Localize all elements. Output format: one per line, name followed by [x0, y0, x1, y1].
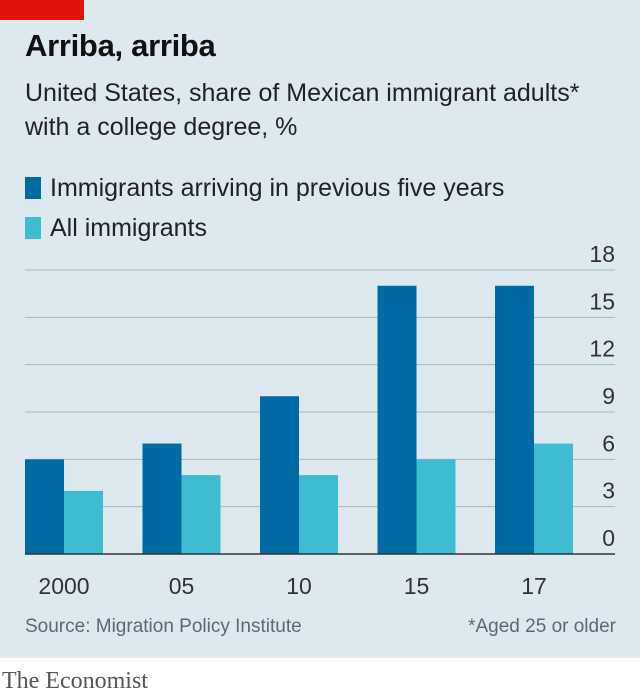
- bar-all-immigrants: [181, 475, 221, 554]
- x-tick-label: 17: [521, 573, 547, 599]
- bar-recent-arrivals: [142, 443, 182, 554]
- chart-subtitle: United States, share of Mexican immigran…: [25, 79, 580, 141]
- y-tick-label: 3: [602, 478, 615, 504]
- y-tick-label: 12: [589, 336, 615, 362]
- y-tick-label: 15: [589, 288, 615, 314]
- chart-title: Arriba, arriba: [25, 28, 216, 63]
- y-tick-label: 18: [589, 241, 615, 267]
- bar-recent-arrivals: [377, 285, 417, 554]
- legend-item-recent-arrivals: Immigrants arriving in previous five yea…: [25, 168, 504, 208]
- bar-all-immigrants: [299, 475, 338, 554]
- legend-label-all-immigrants: All immigrants: [50, 213, 207, 242]
- y-tick-label: 0: [602, 525, 615, 551]
- chart-panel: Arriba, arriba United States, share of M…: [0, 0, 640, 658]
- bar-all-immigrants: [64, 490, 103, 554]
- legend-label-recent-arrivals: Immigrants arriving in previous five yea…: [50, 173, 505, 202]
- chart-legend: Immigrants arriving in previous five yea…: [25, 168, 504, 248]
- brand-red-tag: [0, 0, 84, 20]
- bar-all-immigrants: [534, 443, 573, 554]
- bar-recent-arrivals: [25, 459, 64, 554]
- y-tick-label: 6: [602, 430, 615, 456]
- bar-recent-arrivals: [495, 285, 534, 554]
- footnote: *Aged 25 or older: [468, 616, 616, 637]
- bar-chart: 0 3 6 9 12 15 18 2000 05 10 15 17: [25, 241, 615, 599]
- x-tick-label: 05: [169, 573, 195, 599]
- x-tick-label: 2000: [38, 573, 89, 599]
- y-tick-label: 9: [602, 383, 615, 409]
- legend-swatch-all-immigrants: [25, 217, 41, 239]
- bar-recent-arrivals: [260, 396, 299, 554]
- x-tick-label: 15: [404, 573, 430, 599]
- source-note: Source: Migration Policy Institute: [25, 616, 302, 637]
- x-tick-label: 10: [286, 573, 312, 599]
- legend-swatch-recent-arrivals: [25, 177, 41, 199]
- economist-wordmark: The Economist: [2, 668, 148, 694]
- bar-all-immigrants: [416, 459, 456, 554]
- legend-item-all-immigrants: All immigrants: [25, 208, 504, 248]
